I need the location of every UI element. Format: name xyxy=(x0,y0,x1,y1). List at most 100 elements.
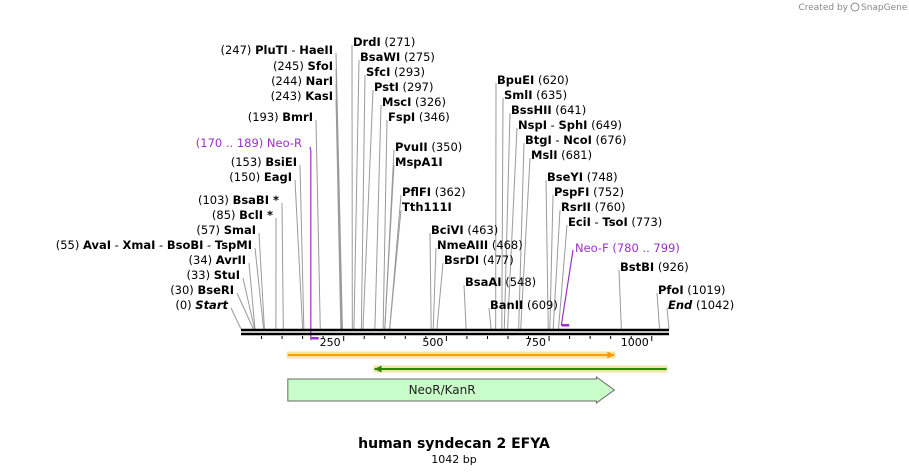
site-bsiei[interactable]: (153) BsiEI xyxy=(231,155,297,169)
site-connector xyxy=(436,262,444,330)
site-label[interactable]: EciI - TsoI (773) xyxy=(568,215,662,229)
site-label[interactable]: (153) BsiEI xyxy=(231,155,297,169)
site-eagi[interactable]: (150) EagI xyxy=(229,170,292,184)
primer-neo-r[interactable]: (170 .. 189) Neo-R xyxy=(196,136,319,340)
site-label[interactable]: (150) EagI xyxy=(229,170,292,184)
site-label[interactable]: PspFI (752) xyxy=(554,185,624,199)
site-bsrdi[interactable]: BsrDI (477) xyxy=(444,253,514,267)
site-tth111i[interactable]: Tth111I xyxy=(402,200,452,214)
site-label[interactable]: BseYI (748) xyxy=(547,170,618,184)
site-label[interactable]: (34) AvrII xyxy=(189,253,246,267)
site-bseri[interactable]: (30) BseRI xyxy=(170,283,234,297)
neor-feature[interactable]: NeoR/KanR xyxy=(287,376,616,404)
site-bsaai[interactable]: BsaAI (548) xyxy=(465,275,536,289)
site-label[interactable]: (103) BsaBI * xyxy=(198,193,279,207)
site-bsshii[interactable]: BssHII (641) xyxy=(511,103,586,117)
site-psti[interactable]: PstI (297) xyxy=(374,80,433,94)
site-label[interactable]: PflFI (362) xyxy=(402,185,466,199)
neor-kanr-feature-arrow[interactable] xyxy=(287,376,616,404)
site-rsrii[interactable]: RsrII (760) xyxy=(561,200,626,214)
site-mspa1i[interactable]: MspA1I xyxy=(395,155,443,169)
site-label[interactable]: (247) PluTI - HaeII xyxy=(221,43,334,57)
site-label[interactable]: DrdI (271) xyxy=(353,35,415,49)
site-label[interactable]: BsrDI (477) xyxy=(444,253,514,267)
site-bseyi[interactable]: BseYI (748) xyxy=(547,170,618,184)
site-kasi[interactable]: (243) KasI xyxy=(271,89,333,103)
primer-label[interactable]: Neo-F (780 .. 799) xyxy=(575,241,680,255)
site-label[interactable]: PstI (297) xyxy=(374,80,433,94)
site-drdi[interactable]: DrdI (271) xyxy=(353,35,415,49)
site-label[interactable]: MslI (681) xyxy=(531,148,592,162)
site-label[interactable]: MspA1I xyxy=(395,155,443,169)
site-banii[interactable]: BanII (609) xyxy=(490,298,558,312)
site-nspi-sphi[interactable]: NspI - SphI (649) xyxy=(518,118,622,132)
site-label[interactable]: (193) BmrI xyxy=(248,110,313,124)
site-label[interactable]: MscI (326) xyxy=(382,95,446,109)
site-bcivi[interactable]: BciVI (463) xyxy=(431,223,498,237)
site-pluti-haeii[interactable]: (247) PluTI - HaeII xyxy=(221,43,334,57)
site-label[interactable]: (244) NarI xyxy=(271,74,333,88)
track-1[interactable] xyxy=(286,351,616,359)
site-label[interactable]: (245) SfoI xyxy=(273,59,333,73)
site-msci[interactable]: MscI (326) xyxy=(382,95,446,109)
site-smli[interactable]: SmlI (635) xyxy=(504,88,567,102)
primer-label[interactable]: (170 .. 189) Neo-R xyxy=(196,136,302,150)
site-bsabi[interactable]: (103) BsaBI * xyxy=(198,193,279,207)
site-label[interactable]: BssHII (641) xyxy=(511,103,586,117)
enzyme-name: BsaWI xyxy=(360,50,400,64)
enzyme-name: StuI xyxy=(214,268,240,282)
site-label[interactable]: BtgI - NcoI (676) xyxy=(525,133,626,147)
primer-mark[interactable] xyxy=(310,337,319,340)
site-label[interactable]: RsrII (760) xyxy=(561,200,626,214)
primer-neo-f[interactable]: Neo-F (780 .. 799) xyxy=(560,241,680,327)
site-stui[interactable]: (33) StuI xyxy=(186,268,240,282)
site-label[interactable]: (243) KasI xyxy=(271,89,333,103)
site-label[interactable]: (55) AvaI - XmaI - BsoBI - TspMI xyxy=(56,238,252,252)
site-label[interactable]: BstBI (926) xyxy=(620,260,689,274)
site-sfoi[interactable]: (245) SfoI xyxy=(273,59,333,73)
primer-mark[interactable] xyxy=(561,324,570,327)
site-label[interactable]: NmeAIII (468) xyxy=(437,238,523,252)
site-nmeaiii[interactable]: NmeAIII (468) xyxy=(437,238,523,252)
site-label[interactable]: BanII (609) xyxy=(490,298,558,312)
site-bcli[interactable]: (85) BclI * xyxy=(212,208,273,222)
site-label[interactable]: FspI (346) xyxy=(388,110,450,124)
site-msli[interactable]: MslI (681) xyxy=(531,148,592,162)
site-label[interactable]: (85) BclI * xyxy=(212,208,273,222)
site-label[interactable]: PfoI (1019) xyxy=(658,283,726,297)
site-fspi[interactable]: FspI (346) xyxy=(388,110,450,124)
site-avai-xmai-bsobi-tspmi[interactable]: (55) AvaI - XmaI - BsoBI - TspMI xyxy=(56,238,252,252)
site-label[interactable]: End (1042) xyxy=(668,298,734,312)
site-label[interactable]: NspI - SphI (649) xyxy=(518,118,622,132)
site-label[interactable]: (30) BseRI xyxy=(170,283,234,297)
site-end[interactable]: End (1042) xyxy=(668,298,734,312)
site-label[interactable]: BciVI (463) xyxy=(431,223,498,237)
site-label[interactable]: SfcI (293) xyxy=(366,65,425,79)
track-2[interactable] xyxy=(373,365,668,373)
site-pspfi[interactable]: PspFI (752) xyxy=(554,185,624,199)
site-label[interactable]: (57) SmaI xyxy=(196,223,256,237)
site-sfci[interactable]: SfcI (293) xyxy=(366,65,425,79)
site-bstbi[interactable]: BstBI (926) xyxy=(620,260,689,274)
site-ecii-tsoi[interactable]: EciI - TsoI (773) xyxy=(568,215,662,229)
site-nari[interactable]: (244) NarI xyxy=(271,74,333,88)
site-btgi-ncoi[interactable]: BtgI - NcoI (676) xyxy=(525,133,626,147)
site-smai[interactable]: (57) SmaI xyxy=(196,223,256,237)
site-start[interactable]: (0) Start xyxy=(175,298,228,312)
site-bmri[interactable]: (193) BmrI xyxy=(248,110,313,124)
site-avrii[interactable]: (34) AvrII xyxy=(189,253,246,267)
site-label[interactable]: (0) Start xyxy=(175,298,228,312)
site-label[interactable]: BpuEI (620) xyxy=(497,73,569,87)
site-label[interactable]: PvuII (350) xyxy=(395,140,462,154)
site-label[interactable]: (33) StuI xyxy=(186,268,240,282)
site-pvuii[interactable]: PvuII (350) xyxy=(395,140,462,154)
site-bpuei[interactable]: BpuEI (620) xyxy=(497,73,569,87)
site-pflfi[interactable]: PflFI (362) xyxy=(402,185,466,199)
site-bsawi[interactable]: BsaWI (275) xyxy=(360,50,435,64)
site-label[interactable]: SmlI (635) xyxy=(504,88,567,102)
site-position: (271) xyxy=(384,35,415,49)
site-pfoi[interactable]: PfoI (1019) xyxy=(658,283,726,297)
site-label[interactable]: Tth111I xyxy=(402,200,452,214)
site-label[interactable]: BsaAI (548) xyxy=(465,275,536,289)
site-label[interactable]: BsaWI (275) xyxy=(360,50,435,64)
